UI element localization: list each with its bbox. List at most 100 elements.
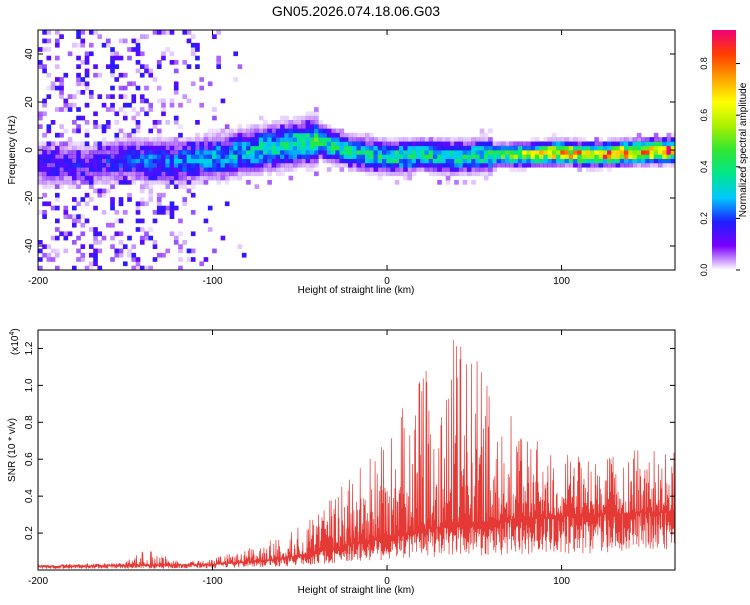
- spectrogram-cell: [84, 128, 90, 134]
- spectrogram-cell: [88, 171, 94, 177]
- spectrogram-cell: [76, 167, 81, 172]
- spectrogram-cell: [190, 137, 196, 142]
- spectrogram-cell: [144, 235, 149, 241]
- spectrogram-cell: [488, 150, 493, 155]
- spectrogram-cell: [161, 167, 166, 172]
- spectrogram-cell: [237, 64, 243, 69]
- spectrogram-cell: [254, 132, 260, 138]
- spectrogram-cell: [186, 175, 192, 181]
- spectrogram-cell: [148, 265, 154, 271]
- spectrogram-cell: [411, 137, 417, 142]
- spectrogram-cell: [156, 60, 162, 65]
- spectrogram-cell: [339, 158, 345, 164]
- spectrogram-cell: [534, 162, 540, 168]
- spectrogram-cell: [46, 162, 52, 168]
- spectrogram-cell: [237, 150, 243, 155]
- spectrogram-cell: [161, 141, 166, 147]
- spectrogram-cell: [445, 171, 451, 177]
- spectrogram-cell: [93, 145, 98, 151]
- spectrogram-cell: [560, 137, 565, 142]
- spectrogram-cell: [190, 162, 196, 168]
- spectrogram-cell: [322, 132, 328, 138]
- spectrogram-cell: [267, 141, 272, 147]
- spectrogram-cell: [322, 141, 328, 147]
- spectrogram-cell: [258, 141, 264, 147]
- spectrogram-cell: [314, 115, 319, 121]
- spectrogram-cell: [377, 158, 383, 164]
- spectrogram-cell: [356, 132, 362, 138]
- spectrogram-cell: [135, 137, 141, 142]
- spectrogram-cell: [437, 145, 442, 151]
- spectrogram-cell: [233, 145, 238, 151]
- spectrogram-cell: [67, 180, 73, 185]
- spectrogram-cell: [364, 171, 370, 177]
- spectrogram-cell: [114, 175, 120, 181]
- spectrogram-cell: [407, 171, 413, 177]
- spectrogram-cell: [386, 162, 391, 168]
- spectrogram-cell: [186, 150, 192, 155]
- spectrogram-cell: [475, 167, 481, 172]
- spectrogram-cell: [462, 162, 468, 168]
- spectrogram-cell: [246, 154, 251, 159]
- spectrogram-cell: [585, 158, 591, 164]
- spectrogram-cell: [144, 64, 149, 69]
- spectrogram-cell: [84, 171, 90, 177]
- spectrogram-cell: [135, 210, 141, 215]
- spectrogram-cell: [54, 150, 60, 155]
- spectrogram-cell: [199, 175, 205, 181]
- spectrogram-cell: [42, 154, 47, 159]
- spectrogram-cell: [93, 124, 98, 129]
- spectrogram-cell: [186, 64, 192, 69]
- spectrogram-cell: [135, 158, 141, 164]
- spectrogram-cell: [250, 145, 255, 151]
- spectrogram-cell: [110, 180, 115, 185]
- spectrogram-cell: [127, 145, 132, 151]
- spectrogram-cell: [462, 158, 468, 164]
- spectrogram-cell: [653, 132, 659, 138]
- spectrogram-cell: [195, 180, 200, 185]
- spectrogram-cell: [88, 180, 94, 185]
- spectrogram-cell: [424, 158, 430, 164]
- spectrogram-cell: [488, 154, 493, 159]
- spectrogram-cell: [93, 248, 98, 254]
- spectrogram-cell: [526, 162, 532, 168]
- spectrogram-cell: [84, 192, 90, 198]
- spectrogram-cell: [275, 162, 281, 168]
- spectrogram-cell: [190, 150, 196, 155]
- figure-title: GN05.2026.074.18.06.G03: [272, 3, 440, 19]
- spectrogram-cell: [394, 167, 400, 172]
- spectrogram-cell: [148, 158, 154, 164]
- spectrogram-cell: [615, 145, 621, 151]
- spectrogram-cell: [59, 124, 64, 129]
- spectrogram-cell: [437, 171, 442, 177]
- spectrogram-cell: [577, 154, 582, 159]
- spectrogram-cell: [190, 231, 196, 237]
- spectrogram-cell: [284, 158, 289, 164]
- spectrogram-cell: [203, 180, 209, 185]
- spectrogram-cell: [237, 154, 243, 159]
- spectrogram-x-tick-label: 0: [384, 276, 390, 287]
- spectrogram-cell: [71, 180, 77, 185]
- spectrogram-cell: [522, 145, 527, 151]
- spectrogram-cell: [165, 171, 171, 177]
- spectrogram-cell: [161, 102, 166, 108]
- spectrogram-cell: [101, 188, 107, 194]
- spectrogram-cell: [122, 115, 128, 121]
- spectrogram-cell: [144, 231, 149, 237]
- spectrogram-cell: [483, 171, 489, 177]
- spectrogram-cell: [122, 171, 128, 177]
- spectrogram-cell: [284, 145, 289, 151]
- spectrogram-cell: [71, 162, 77, 168]
- snr-x-tick-label: 0: [384, 576, 390, 587]
- spectrogram-cell: [212, 175, 217, 181]
- spectrogram-cell: [509, 145, 515, 151]
- spectrogram-cell: [462, 154, 468, 159]
- spectrogram-cell: [458, 167, 464, 172]
- spectrogram-cell: [271, 167, 277, 172]
- spectrogram-cell: [280, 132, 285, 138]
- spectrogram-cell: [178, 137, 183, 142]
- spectrogram-cell: [369, 167, 374, 172]
- spectrogram-cell: [314, 154, 319, 159]
- spectrogram-cell: [42, 252, 47, 258]
- spectrogram-cell: [114, 120, 120, 125]
